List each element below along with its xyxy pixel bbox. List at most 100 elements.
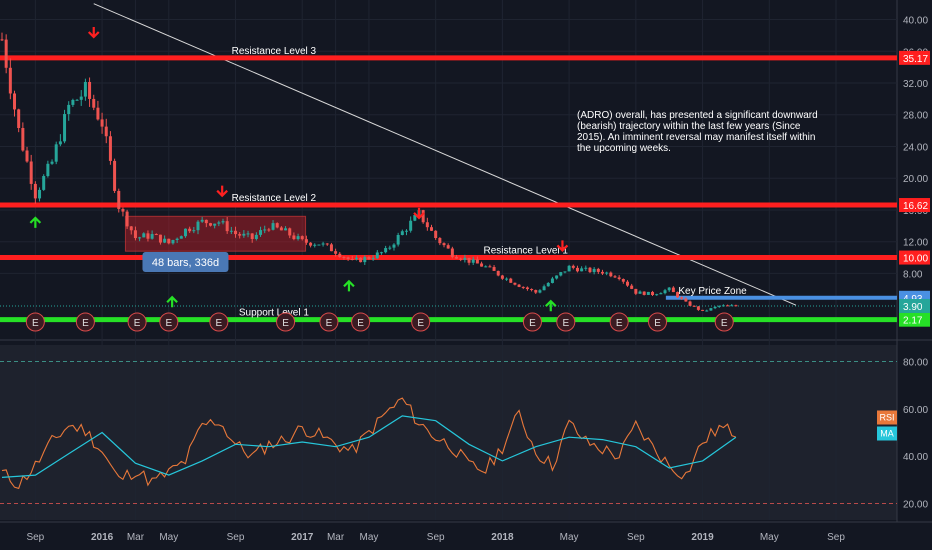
ma-badge xyxy=(877,426,897,441)
candle-body xyxy=(671,287,675,293)
candle-body xyxy=(71,99,75,105)
candle-body xyxy=(63,114,67,142)
level-price-badge-text: 35.17 xyxy=(903,54,928,65)
earnings-marker-text: E xyxy=(216,318,223,329)
level-price-badge xyxy=(899,50,930,65)
candle-body xyxy=(271,223,275,230)
time-tick-label: 2017 xyxy=(291,532,314,543)
candle-body xyxy=(696,306,700,310)
candle-body xyxy=(225,221,229,232)
candle-body xyxy=(617,277,621,279)
level-price-badge xyxy=(899,250,930,265)
candle-body xyxy=(309,242,313,246)
candle-body xyxy=(484,266,488,268)
candle-body xyxy=(575,267,579,272)
candle-body xyxy=(229,230,233,232)
down-arrow-icon xyxy=(87,26,100,39)
level-price-badge-text: 2.17 xyxy=(903,316,923,327)
annotation-line: 2015). An imminent reversal may manifest… xyxy=(577,132,815,143)
annotation-line: (bearish) trajectory within the last few… xyxy=(577,121,801,132)
candle-body xyxy=(304,239,308,243)
candle-body xyxy=(430,227,434,231)
candle-body xyxy=(692,305,696,307)
candle-body xyxy=(321,243,325,245)
price-tick-label: 12.00 xyxy=(903,238,928,249)
last-price-badge xyxy=(899,298,930,313)
candle-body xyxy=(584,267,588,269)
key-zone-label: Key Price Zone xyxy=(678,286,747,297)
candle-body xyxy=(463,257,467,260)
candle-body xyxy=(284,228,288,231)
earnings-marker xyxy=(714,312,734,332)
candle-body xyxy=(58,141,62,145)
candle-body xyxy=(317,244,321,246)
candle-body xyxy=(605,272,609,274)
candle-body xyxy=(646,291,650,295)
earnings-marker xyxy=(319,312,339,332)
trendline xyxy=(93,3,797,306)
candle-body xyxy=(183,228,187,237)
candle-body xyxy=(542,286,546,291)
candle-body xyxy=(21,128,25,151)
candle-body xyxy=(567,265,571,272)
earnings-marker xyxy=(522,312,542,332)
range-label: 48 bars, 336d xyxy=(152,257,219,269)
candle-body xyxy=(563,271,567,273)
candle-body xyxy=(471,259,475,263)
down-arrow-icon xyxy=(413,207,425,220)
earnings-marker-text: E xyxy=(165,318,172,329)
candle-body xyxy=(96,107,100,120)
candle-body xyxy=(192,230,196,232)
candle-body xyxy=(359,257,363,263)
candle-body xyxy=(8,67,12,94)
earnings-marker xyxy=(411,312,431,332)
candle-body xyxy=(488,266,492,268)
candle-body xyxy=(709,308,713,311)
candle-body xyxy=(425,222,429,228)
time-tick-label: Sep xyxy=(26,532,44,543)
candle-body xyxy=(117,190,121,209)
candle-body xyxy=(33,183,37,199)
time-tick-label: Sep xyxy=(627,532,645,543)
time-tick-label: Sep xyxy=(227,532,245,543)
candle-body xyxy=(100,119,104,127)
candle-body xyxy=(150,234,154,239)
candle-body xyxy=(721,305,725,307)
candle-body xyxy=(259,230,263,235)
candle-body xyxy=(588,267,592,273)
earnings-marker xyxy=(276,312,296,332)
annotation-text: (ADRO) overall, has presented a signific… xyxy=(577,110,818,154)
earnings-marker-text: E xyxy=(616,318,623,329)
annotation-line: (ADRO) overall, has presented a signific… xyxy=(577,110,818,121)
level-price-badge-text: 16.62 xyxy=(903,201,928,212)
candle-body xyxy=(655,294,659,296)
grid xyxy=(0,0,932,523)
candle-body xyxy=(400,231,404,235)
rsi-pane xyxy=(0,361,897,504)
candle-body xyxy=(688,301,692,306)
earnings-marker-text: E xyxy=(654,318,661,329)
level-price-badge-text: 10.00 xyxy=(903,254,928,265)
candle-body xyxy=(600,271,604,274)
time-tick-label: Mar xyxy=(327,532,345,543)
candle-body xyxy=(434,230,438,239)
candle-body xyxy=(338,253,342,257)
candle-body xyxy=(363,257,367,263)
candle-body xyxy=(496,270,500,276)
candle-body xyxy=(92,98,96,108)
candle-body xyxy=(246,233,250,235)
candle-body xyxy=(651,291,655,295)
candle-body xyxy=(396,234,400,245)
time-tick-label: May xyxy=(159,532,178,543)
candle-body xyxy=(334,251,338,254)
candle-body xyxy=(25,150,29,162)
level-label: Resistance Level 3 xyxy=(232,46,317,57)
candle-body xyxy=(163,238,167,243)
candle-body xyxy=(634,288,638,294)
earnings-marker-text: E xyxy=(529,318,536,329)
candle-body xyxy=(196,221,200,231)
candle-body xyxy=(717,305,721,307)
candle-body xyxy=(267,229,271,231)
up-arrow-icon xyxy=(544,299,557,312)
candle-body xyxy=(659,293,663,295)
